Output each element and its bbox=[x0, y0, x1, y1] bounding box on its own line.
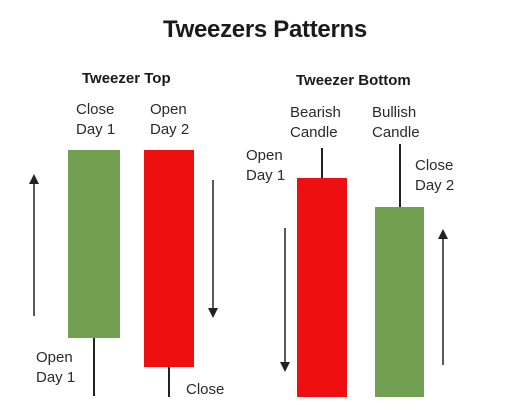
green-candle-lower-wick bbox=[93, 336, 95, 396]
label-close-day2: Close Day 2 bbox=[415, 156, 454, 196]
label-bearish-candle: Bearish Candle bbox=[290, 103, 341, 143]
label-open-day2-line1: Open bbox=[150, 101, 187, 118]
up-arrow-icon bbox=[438, 229, 448, 365]
bullish-candle-day1 bbox=[68, 150, 120, 338]
label-close-day2-line1: Close bbox=[415, 157, 454, 174]
tweezer-bottom-heading: Tweezer Bottom bbox=[296, 72, 411, 89]
label-open-day1-bottom-line2: Day 1 bbox=[246, 167, 286, 184]
label-close-top: Close bbox=[186, 381, 225, 398]
label-close-day1: Close Day 1 bbox=[76, 100, 115, 140]
red-candle-upper-wick bbox=[321, 148, 323, 180]
label-open-day1-top-line2: Day 1 bbox=[36, 369, 76, 386]
label-open-day1-top-line1: Open bbox=[36, 349, 73, 366]
down-arrow-icon bbox=[208, 180, 218, 318]
label-bearish-candle-line1: Bearish bbox=[290, 104, 341, 121]
bearish-candle-bottom bbox=[297, 178, 347, 397]
label-open-day1-bottom: Open Day 1 bbox=[246, 146, 285, 186]
label-bearish-candle-line2: Candle bbox=[290, 124, 338, 141]
up-arrow-icon bbox=[29, 174, 39, 316]
tweezer-top-heading: Tweezer Top bbox=[82, 70, 171, 87]
label-open-day1-bottom-line1: Open bbox=[246, 147, 283, 164]
label-bullish-candle: Bullish Candle bbox=[372, 103, 420, 143]
label-bullish-candle-line2: Candle bbox=[372, 124, 420, 141]
label-open-day2-line2: Day 2 bbox=[150, 121, 190, 138]
diagram-title: Tweezers Patterns bbox=[163, 16, 367, 43]
red-candle-lower-wick bbox=[168, 365, 170, 397]
label-close-day2-line2: Day 2 bbox=[415, 177, 455, 194]
label-bullish-candle-line1: Bullish bbox=[372, 104, 417, 121]
label-close-day1-line1: Close bbox=[76, 101, 115, 118]
label-open-day2: Open Day 2 bbox=[150, 100, 189, 140]
label-open-day1-top: Open Day 1 bbox=[36, 348, 75, 388]
down-arrow-icon bbox=[280, 228, 290, 372]
green-candle-upper-wick bbox=[399, 144, 401, 208]
bearish-candle-day2 bbox=[144, 150, 194, 367]
label-close-day1-line2: Day 1 bbox=[76, 121, 116, 138]
bullish-candle-bottom bbox=[375, 207, 424, 397]
